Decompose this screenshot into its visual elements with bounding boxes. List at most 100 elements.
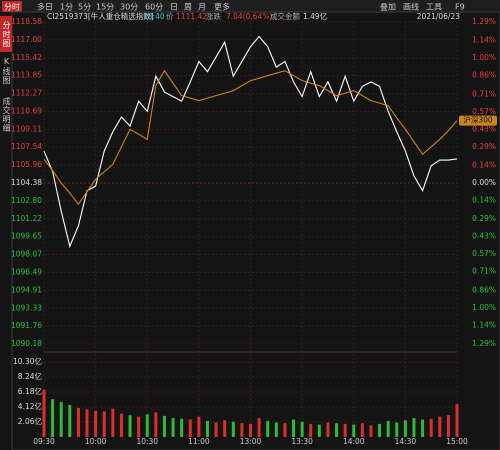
volume-bar [59, 402, 63, 437]
toolbar-tool[interactable]: 叠加 [380, 2, 396, 12]
toolbar-tab[interactable]: 月 [198, 3, 206, 12]
toolbar-tab[interactable]: 15分 [96, 3, 114, 12]
volume-bar [335, 423, 339, 437]
x-tick-label: 14:30 [395, 437, 417, 446]
series-line [43, 35, 458, 249]
volume-bar [137, 416, 141, 437]
side-tab[interactable]: K线图 [2, 57, 11, 85]
y-tick-label: 1099.65 [11, 232, 42, 241]
volume-bar [223, 420, 227, 437]
volume-bar [205, 420, 209, 437]
header-price: 1111.42 [176, 12, 207, 21]
x-tick-label: 10:00 [85, 437, 107, 446]
side-tab[interactable]: 分时图 [0, 16, 12, 52]
toolbar-tool[interactable]: 工具 [426, 3, 442, 12]
y2-tick-label: 0.43% [472, 232, 496, 241]
y2-tick-label: 1.29% [472, 339, 496, 348]
volume-bar [249, 423, 252, 437]
volume-tick-label: 4.12亿 [18, 401, 43, 411]
y-tick-label: 1104.38 [11, 178, 42, 187]
volume-bar [309, 423, 313, 437]
volume-bar [76, 407, 80, 437]
y-tick-label: 1118.58 [11, 17, 42, 26]
header-change-label: 涨跌 [206, 11, 221, 21]
header-amount-label: 成交金额 [270, 11, 300, 21]
volume-bar [386, 420, 390, 437]
frame [11, 11, 500, 450]
y2-tick-label: 0.00% [472, 178, 496, 187]
volume-bar [171, 418, 175, 437]
volume-bar [197, 416, 201, 437]
volume-bar [111, 408, 115, 437]
volume-bar [85, 409, 89, 437]
y2-tick-label: 1.00% [472, 303, 496, 312]
toolbar-tool[interactable]: F9 [455, 3, 465, 12]
y-tick-label: 1090.18 [11, 339, 42, 348]
volume-bar [42, 389, 46, 437]
y-tick-label: 1093.33 [11, 303, 42, 312]
volume-bar [188, 419, 192, 437]
x-tick-label: 09:30 [33, 437, 55, 446]
volume-bar [403, 420, 407, 437]
volume-bar [438, 416, 442, 437]
side-tab[interactable]: 成交明细 [2, 97, 11, 133]
toolbar-tab[interactable]: 分时 [4, 2, 20, 12]
volume-bar [378, 423, 382, 437]
volume-bar [300, 421, 304, 437]
toolbar-tab[interactable]: 周 [184, 3, 192, 12]
toolbar-tab[interactable]: 60分 [145, 3, 163, 12]
toolbar-tool[interactable]: 画线 [403, 2, 419, 12]
header-date: 2021/06/23 [417, 12, 460, 21]
volume-tick-label: 6.18亿 [18, 386, 43, 396]
y2-tick-label: 0.29% [472, 214, 496, 223]
x-tick-label: 15:00 [446, 437, 468, 446]
y-tick-label: 1091.76 [11, 321, 42, 330]
y2-tick-label: 0.86% [472, 285, 496, 294]
y2-tick-label: 1.29% [472, 17, 496, 26]
series-tag-bg [459, 115, 497, 126]
volume-bar [395, 422, 399, 437]
y-tick-label: 1112.27 [11, 89, 42, 98]
volume-bar [455, 404, 459, 437]
volume-bar [214, 422, 218, 437]
y2-tick-label: 1.00% [472, 53, 496, 62]
active-tab-bg [2, 1, 22, 12]
volume-bar [94, 410, 98, 437]
toolbar-tab[interactable]: 更多 [214, 2, 230, 12]
toolbar-tab[interactable]: 30分 [120, 3, 138, 12]
toolbar-tab[interactable]: 多日 [37, 2, 53, 12]
volume-bar [360, 423, 364, 437]
y2-tick-label: 0.71% [472, 267, 496, 276]
y-tick-label: 1109.11 [11, 124, 42, 133]
y2-tick-label: 0.86% [472, 71, 496, 80]
y2-tick-label: 0.71% [472, 89, 496, 98]
volume-bar [119, 413, 123, 437]
y2-tick-label: 0.43% [472, 124, 496, 133]
header-time: 13:40 [143, 12, 165, 21]
volume-bar [180, 418, 184, 437]
volume-bar [257, 418, 261, 437]
volume-bar [128, 415, 132, 437]
header-change: 7.04(0.64%) [226, 12, 272, 21]
header-name: CI2519373[牛人重仓精选指数] [47, 11, 154, 21]
y-tick-label: 1113.85 [11, 71, 42, 80]
x-tick-label: 11:00 [188, 437, 210, 446]
y-tick-label: 1102.80 [11, 196, 42, 205]
y2-tick-label: 0.57% [472, 107, 496, 116]
volume-bar [369, 425, 373, 437]
y-tick-label: 1115.42 [11, 53, 42, 62]
toolbar-tab[interactable]: 日 [170, 3, 178, 12]
toolbar-tab[interactable]: 5分 [78, 3, 91, 12]
volume-bar [446, 415, 450, 437]
x-tick-label: 14:00 [343, 437, 365, 446]
volume-bar [326, 422, 330, 437]
toolbar-tab[interactable]: 1分 [60, 3, 73, 12]
y-tick-label: 1094.91 [11, 285, 42, 294]
volume-bar [412, 418, 416, 437]
volume-bar [352, 424, 356, 437]
header-amount: 1.49亿 [303, 11, 328, 21]
volume-bar [274, 422, 278, 437]
volume-bar [231, 421, 235, 437]
volume-bar [102, 411, 106, 437]
